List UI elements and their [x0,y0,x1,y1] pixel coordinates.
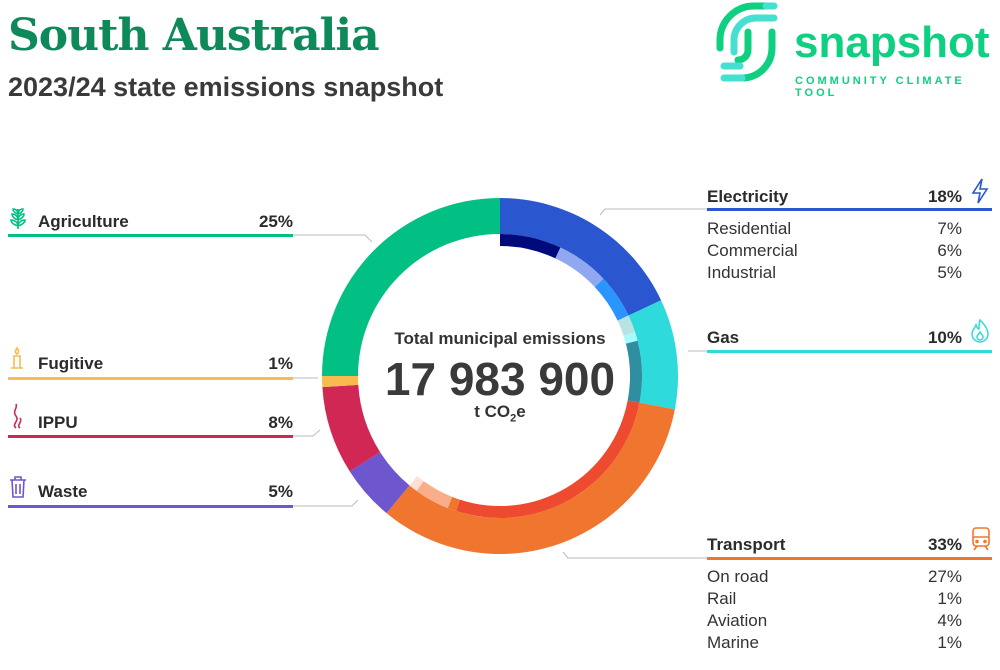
donut-subsegment-transport-aviation [416,481,453,509]
emissions-unit: t CO2e [474,402,526,425]
sector-underline-gas [707,350,992,353]
donut-subsegment-gas-2 [625,340,642,403]
sector-pct-waste: 5% [268,482,293,501]
donut-subsegment-transport-marine [409,476,424,491]
donut-segment-ippu [322,384,381,472]
sector-label-fugitive: Fugitive [38,354,104,373]
sector-underline-ippu [8,435,293,438]
logo-wordmark: snapshot [794,18,990,67]
donut-subsegment-gas-0 [617,315,636,336]
sub-pct-aviation: 4% [937,611,962,630]
sector-pct-ippu: 8% [268,413,293,432]
page-title: South Australia [8,10,380,61]
donut-segment-fugitive [322,376,359,388]
sub-label-rail: Rail [707,589,737,608]
sub-label-marine: Marine [707,633,759,652]
sub-pct-marine: 1% [937,633,962,652]
leader-waste [293,499,359,507]
sector-pct-fugitive: 1% [268,354,293,373]
sub-label-commercial: Commercial [707,241,798,260]
sector-underline-agriculture [8,234,293,237]
sub-pct-residential: 7% [937,219,962,238]
sector-label-agriculture: Agriculture [38,212,129,231]
train-icon [972,527,990,551]
donut-subsegment-gas-1 [623,332,638,344]
lightning-icon [971,178,989,204]
donut-subsegment-transport-rail [447,496,460,512]
sector-label-gas: Gas [707,328,740,347]
sub-label-residential: Residential [707,219,792,238]
sub-label-aviation: Aviation [707,611,768,630]
sector-label-transport: Transport [707,535,786,554]
sub-pct-commercial: 6% [937,241,962,260]
sector-pct-gas: 10% [927,328,962,347]
sector-underline-fugitive [8,377,293,380]
sector-underline-electricity [707,208,992,211]
donut-subsegment-electricity-commercial [555,247,604,288]
candle-icon [11,346,23,369]
donut-segment-transport [386,402,675,554]
sub-label-industrial: Industrial [707,263,776,282]
sub-pct-rail: 1% [937,589,962,608]
sector-pct-electricity: 18% [927,187,962,206]
sector-label-ippu: IPPU [38,413,78,432]
page-subtitle: 2023/24 state emissions snapshot [8,72,444,102]
leader-electricity [599,208,707,216]
donut-segment-electricity [500,198,662,316]
sector-pct-transport: 33% [927,535,962,554]
snapshot-logo-icon [716,2,778,82]
flame-icon [971,318,989,343]
smoke-icon [13,403,22,429]
donut-subsegment-electricity-industrial [594,278,629,321]
donut-segment-agriculture [322,198,500,376]
donut-segment-waste [349,452,410,514]
donut-subsegment-electricity-residential [500,234,561,259]
plant-icon [10,208,26,229]
bin-icon [10,476,26,498]
leader-ippu [293,429,321,437]
sector-underline-transport [707,557,992,560]
donut-segment-gas [628,300,678,410]
donut-subsegment-transport-on-road [456,400,640,518]
sector-label-electricity: Electricity [707,187,789,206]
leader-transport [562,551,707,559]
leader-agriculture [293,234,373,243]
logo-tagline: COMMUNITY CLIMATE TOOL [795,75,965,99]
sub-pct-industrial: 5% [937,263,962,282]
sub-pct-on-road: 27% [927,567,962,586]
sector-label-waste: Waste [38,482,88,501]
total-emissions-value: 17 983 900 [384,353,616,405]
sector-pct-agriculture: 25% [258,212,293,231]
sub-label-on-road: On road [707,567,769,586]
sector-underline-waste [8,505,293,508]
center-label: Total municipal emissions [394,329,606,348]
